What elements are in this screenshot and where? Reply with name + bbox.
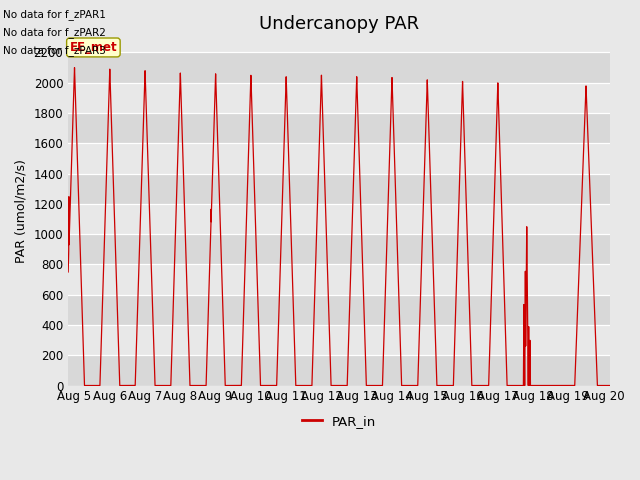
Text: EE_met: EE_met <box>70 41 117 54</box>
Bar <box>68 174 610 204</box>
Bar <box>68 355 610 385</box>
Text: No data for f_zPAR2: No data for f_zPAR2 <box>3 27 106 38</box>
Bar <box>68 52 610 83</box>
Bar <box>68 144 610 174</box>
Bar <box>68 325 610 355</box>
Y-axis label: PAR (umol/m2/s): PAR (umol/m2/s) <box>15 159 28 264</box>
Bar <box>68 113 610 144</box>
Bar <box>68 83 610 113</box>
Bar <box>68 264 610 295</box>
Legend: PAR_in: PAR_in <box>296 409 381 433</box>
Text: No data for f_zPAR3: No data for f_zPAR3 <box>3 45 106 56</box>
Text: No data for f_zPAR1: No data for f_zPAR1 <box>3 9 106 20</box>
Bar <box>68 204 610 234</box>
Bar <box>68 295 610 325</box>
Title: Undercanopy PAR: Undercanopy PAR <box>259 15 419 33</box>
Bar <box>68 234 610 264</box>
